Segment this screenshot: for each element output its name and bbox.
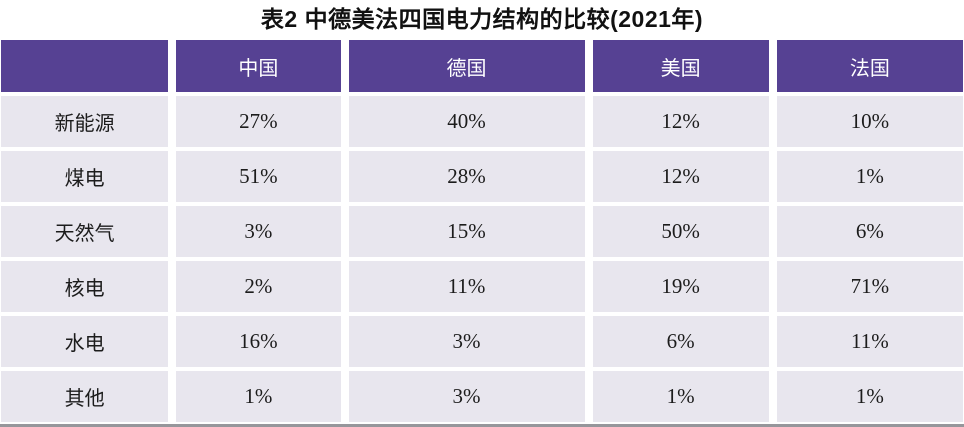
value-cell: 12% — [592, 151, 769, 202]
row-label: 核电 — [1, 261, 169, 312]
header-cell-country: 中国 — [176, 40, 341, 92]
row-label: 煤电 — [1, 151, 169, 202]
value-cell: 1% — [776, 371, 963, 422]
value-cell: 3% — [176, 206, 341, 257]
header-cell-country: 美国 — [592, 40, 769, 92]
value-cell: 12% — [592, 96, 769, 147]
value-cell: 19% — [592, 261, 769, 312]
value-cell: 40% — [348, 96, 585, 147]
bottom-edge-shadow — [0, 424, 964, 427]
value-cell: 51% — [176, 151, 341, 202]
table-title: 表2 中德美法四国电力结构的比较(2021年) — [260, 6, 704, 32]
row-label: 天然气 — [1, 206, 169, 257]
value-cell: 6% — [776, 206, 963, 257]
value-cell: 50% — [592, 206, 769, 257]
row-label: 新能源 — [1, 96, 169, 147]
value-cell: 1% — [176, 371, 341, 422]
header-cell-country: 法国 — [776, 40, 963, 92]
value-cell: 2% — [176, 261, 341, 312]
value-cell: 16% — [176, 316, 341, 367]
header-cell-empty — [1, 40, 169, 92]
value-cell: 71% — [776, 261, 963, 312]
value-cell: 1% — [776, 151, 963, 202]
header-cell-country: 德国 — [348, 40, 585, 92]
row-label: 其他 — [1, 371, 169, 422]
value-cell: 10% — [776, 96, 963, 147]
value-cell: 28% — [348, 151, 585, 202]
comparison-table: 中国 德国 美国 法国 新能源 27% 40% 12% 10% 煤电 51% 28% 12% 1% 天然气 3… — [0, 40, 964, 422]
value-cell: 3% — [348, 371, 585, 422]
value-cell: 27% — [176, 96, 341, 147]
value-cell: 1% — [592, 371, 769, 422]
value-cell: 11% — [776, 316, 963, 367]
value-cell: 11% — [348, 261, 585, 312]
row-label: 水电 — [1, 316, 169, 367]
value-cell: 15% — [348, 206, 585, 257]
value-cell: 6% — [592, 316, 769, 367]
value-cell: 3% — [348, 316, 585, 367]
